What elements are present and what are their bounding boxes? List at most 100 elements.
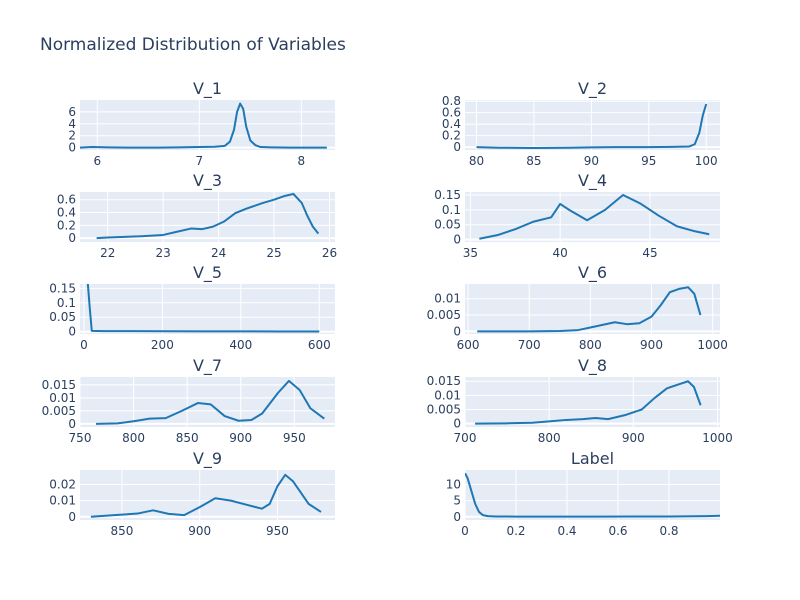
subplot-title: V_2 [578, 79, 607, 99]
plot-area [465, 100, 720, 150]
y-tick-label: 4 [68, 117, 76, 131]
x-tick-label: 700 [518, 338, 541, 352]
y-tick-label: 0 [453, 233, 461, 247]
plot-area [80, 470, 335, 520]
subplot-title: V_8 [578, 356, 607, 376]
y-tick-label: 0.05 [434, 218, 461, 232]
y-tick-label: 10 [446, 478, 461, 492]
y-tick-label: 0.005 [427, 308, 461, 322]
series-line [80, 102, 327, 149]
series-line [96, 379, 325, 425]
series-line [96, 192, 320, 240]
y-tick-label: 0 [453, 510, 461, 524]
x-tick-label: 25 [266, 246, 281, 260]
x-tick-label: 0.6 [608, 524, 627, 538]
plot-area [80, 100, 335, 150]
x-tick-label: 8 [298, 154, 306, 168]
x-tick-label: 24 [211, 246, 226, 260]
y-tick-label: 0.2 [57, 218, 76, 232]
subplot-5: 600 700 800 900 1000 0 0.005 0.01 V_6 [427, 263, 728, 352]
x-tick-label: 900 [188, 524, 211, 538]
subplot-3: 35 40 45 00.050.10.15 V_4 [434, 171, 720, 260]
x-tick-label: 90 [584, 154, 599, 168]
subplot-title: V_1 [193, 79, 222, 99]
y-tick-label: 0.4 [442, 117, 461, 131]
x-tick-label: 95 [641, 154, 656, 168]
y-tick-label: 0 [453, 417, 461, 431]
series-line [475, 380, 702, 425]
x-tick-label: 1000 [702, 431, 733, 445]
y-tick-label: 0.1 [57, 296, 76, 310]
x-tick-label: 0.2 [506, 524, 525, 538]
x-tick-label: 23 [156, 246, 171, 260]
subplot-8: 850 900 950 0 0.01 0.02 V_9 [49, 449, 335, 538]
subplot-title: V_3 [193, 171, 222, 191]
x-tick-label: 1000 [697, 338, 728, 352]
figure-title: Normalized Distribution of Variables [40, 35, 346, 55]
y-tick-label: 0.05 [49, 310, 76, 324]
y-tick-label: 0.1 [442, 203, 461, 217]
x-tick-label: 700 [454, 431, 477, 445]
y-tick-label: 0 [68, 231, 76, 245]
x-tick-label: 26 [322, 246, 337, 260]
series-line [479, 193, 710, 240]
subplot-title: Label [571, 449, 614, 468]
y-tick-label: 0 [68, 510, 76, 524]
x-tick-label: 22 [100, 246, 115, 260]
x-tick-label: 850 [176, 431, 199, 445]
y-tick-label: 0.4 [57, 206, 76, 220]
x-tick-label: 80 [469, 154, 484, 168]
x-tick-label: 40 [553, 246, 568, 260]
y-tick-label: 0.005 [42, 404, 76, 418]
y-tick-label: 5 [453, 494, 461, 508]
plot-area [80, 284, 335, 334]
x-tick-label: 400 [229, 338, 252, 352]
x-tick-label: 800 [579, 338, 602, 352]
subplot-2: 22 23 24 25 26 00.20.40.6 V_3 [57, 171, 337, 260]
x-tick-label: 0.8 [659, 524, 678, 538]
series-line [90, 473, 322, 518]
y-tick-label: 0 [68, 325, 76, 339]
x-tick-label: 35 [463, 246, 478, 260]
y-tick-label: 0.15 [49, 281, 76, 295]
y-tick-label: 0.2 [442, 129, 461, 143]
y-tick-label: 2 [68, 129, 76, 143]
x-tick-label: 7 [196, 154, 204, 168]
y-tick-label: 0 [68, 141, 76, 155]
x-tick-label: 45 [642, 246, 657, 260]
series-line [477, 286, 702, 333]
x-tick-label: 600 [457, 338, 480, 352]
y-tick-label: 0.8 [442, 94, 461, 108]
plot-area [465, 377, 720, 427]
x-tick-label: 900 [640, 338, 663, 352]
x-tick-label: 100 [695, 154, 718, 168]
y-tick-label: 6 [68, 105, 76, 119]
y-tick-label: 0.02 [49, 478, 76, 492]
subplot-title: V_5 [193, 263, 222, 283]
x-tick-label: 85 [526, 154, 541, 168]
x-tick-label: 0.4 [557, 524, 576, 538]
y-tick-label: 0 [453, 324, 461, 338]
x-tick-label: 900 [622, 431, 645, 445]
x-tick-label: 950 [283, 431, 306, 445]
series-line [86, 284, 320, 333]
x-tick-label: 800 [122, 431, 145, 445]
y-tick-label: 0.015 [42, 378, 76, 392]
x-tick-label: 950 [266, 524, 289, 538]
y-tick-label: 0.01 [434, 388, 461, 402]
x-tick-label: 850 [111, 524, 134, 538]
plot-area [465, 284, 720, 334]
y-tick-label: 0.15 [434, 188, 461, 202]
y-tick-label: 0.01 [49, 494, 76, 508]
plot-area [80, 377, 335, 427]
y-tick-label: 0 [68, 417, 76, 431]
x-tick-label: 750 [69, 431, 92, 445]
x-tick-label: 0 [461, 524, 469, 538]
series-line [476, 103, 708, 149]
